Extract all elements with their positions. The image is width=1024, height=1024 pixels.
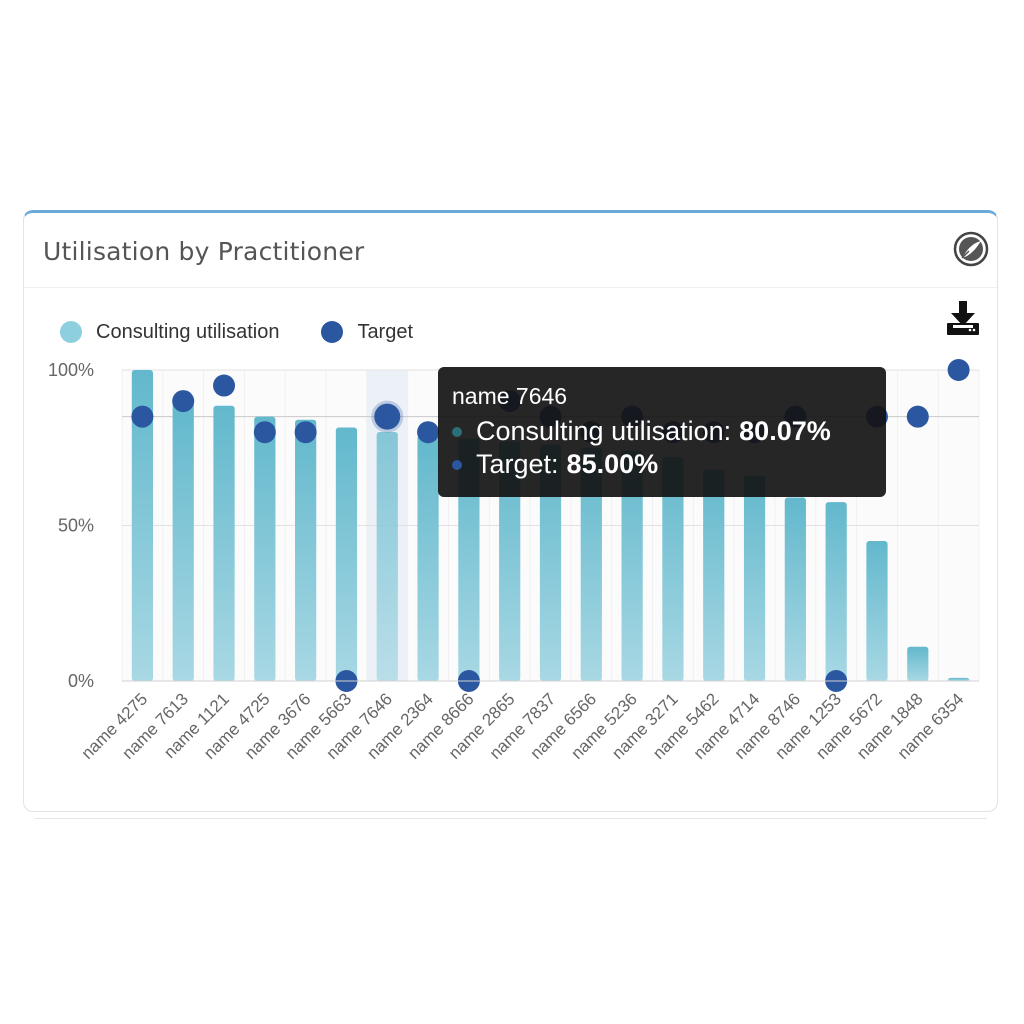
tooltip-label-consulting: Consulting utilisation: xyxy=(476,416,732,446)
target-dot-name-1121 xyxy=(213,374,236,397)
tooltip-dot-consulting xyxy=(452,426,462,437)
card-bottom-shadow xyxy=(35,818,987,819)
tooltip-row-target: Target: 85.00% xyxy=(452,449,872,480)
bar-name-4275 xyxy=(131,370,154,681)
target-dot-name-1848 xyxy=(906,405,929,428)
y-tick-label: 50% xyxy=(58,516,94,536)
download-icon[interactable] xyxy=(945,299,981,337)
y-tick-label: 100% xyxy=(48,360,94,380)
target-dot-name-4725 xyxy=(253,421,276,444)
chart-legend: Consulting utilisation Target xyxy=(60,317,455,347)
bar-name-3676 xyxy=(295,419,317,681)
target-dot-name-6354 xyxy=(947,359,970,381)
legend-item-target[interactable]: Target xyxy=(321,321,413,344)
bar-name-7646 xyxy=(376,431,398,681)
legend-item-consulting[interactable]: Consulting utilisation xyxy=(60,321,279,344)
bar-name-4714 xyxy=(743,475,766,681)
y-tick-label: 0% xyxy=(68,671,94,691)
bar-name-8666 xyxy=(458,438,480,681)
bar-name-5462 xyxy=(703,469,725,681)
leaf-circle-logo-icon[interactable] xyxy=(953,231,989,267)
legend-swatch-target xyxy=(321,321,344,343)
bar-name-2865 xyxy=(499,441,521,681)
target-dot-name-3676 xyxy=(294,421,317,444)
legend-label-consulting: Consulting utilisation xyxy=(96,320,280,343)
bar-name-1253 xyxy=(825,502,847,681)
target-dot-name-2364 xyxy=(417,421,440,444)
card-header: Utilisation by Practitioner xyxy=(24,213,997,288)
bar-name-5663 xyxy=(335,427,358,681)
bar-name-7613 xyxy=(172,401,194,681)
bar-name-2364 xyxy=(417,435,439,681)
target-dot-name-7613 xyxy=(172,390,195,413)
tooltip-dot-target xyxy=(452,459,462,470)
bar-name-7837 xyxy=(539,444,562,681)
tooltip-value-target: 85.00% xyxy=(566,449,659,479)
target-dot-name-7646 xyxy=(374,403,401,430)
chart-tooltip: name 7646 Consulting utilisation: 80.07%… xyxy=(438,367,886,497)
bar-name-5672 xyxy=(866,541,888,681)
bar-name-6354 xyxy=(947,677,970,681)
bar-name-3271 xyxy=(662,457,684,681)
tooltip-title: name 7646 xyxy=(452,383,568,409)
bar-name-1848 xyxy=(907,646,929,681)
target-dot-name-4275 xyxy=(131,405,154,428)
tooltip-row-consulting: Consulting utilisation: 80.07% xyxy=(452,416,872,447)
tooltip-label-target: Target: xyxy=(476,449,559,479)
bar-name-6566 xyxy=(580,447,602,681)
legend-swatch-consulting xyxy=(60,321,82,343)
bar-name-1121 xyxy=(213,405,235,681)
tooltip-value-consulting: 80.07% xyxy=(739,416,831,446)
bar-name-5236 xyxy=(621,450,643,681)
bar-name-8746 xyxy=(784,497,806,681)
legend-label-target: Target xyxy=(357,320,414,343)
bar-name-4725 xyxy=(254,416,276,681)
chart-title: Utilisation by Practitioner xyxy=(43,237,365,266)
